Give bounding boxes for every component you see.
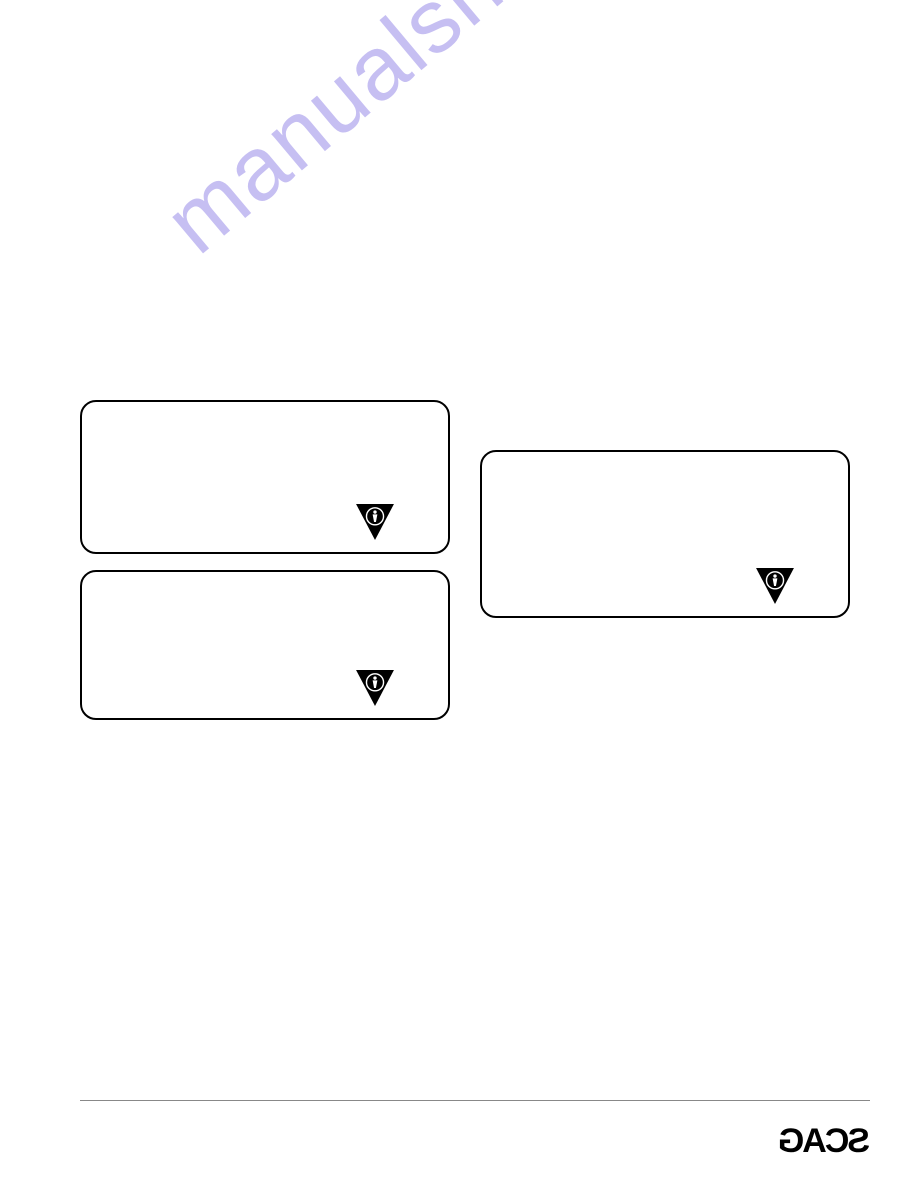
info-triangle-icon (356, 670, 394, 706)
watermark-text: manualshive.com (146, 0, 772, 274)
callout-box-3 (480, 450, 850, 618)
callout-box-1 (80, 400, 450, 554)
info-triangle-icon (356, 504, 394, 540)
callout-box-2 (80, 570, 450, 720)
footer-divider (80, 1100, 870, 1101)
scag-logo: SCAG (760, 1120, 870, 1160)
info-triangle-icon (756, 568, 794, 604)
svg-text:SCAG: SCAG (779, 1122, 870, 1160)
